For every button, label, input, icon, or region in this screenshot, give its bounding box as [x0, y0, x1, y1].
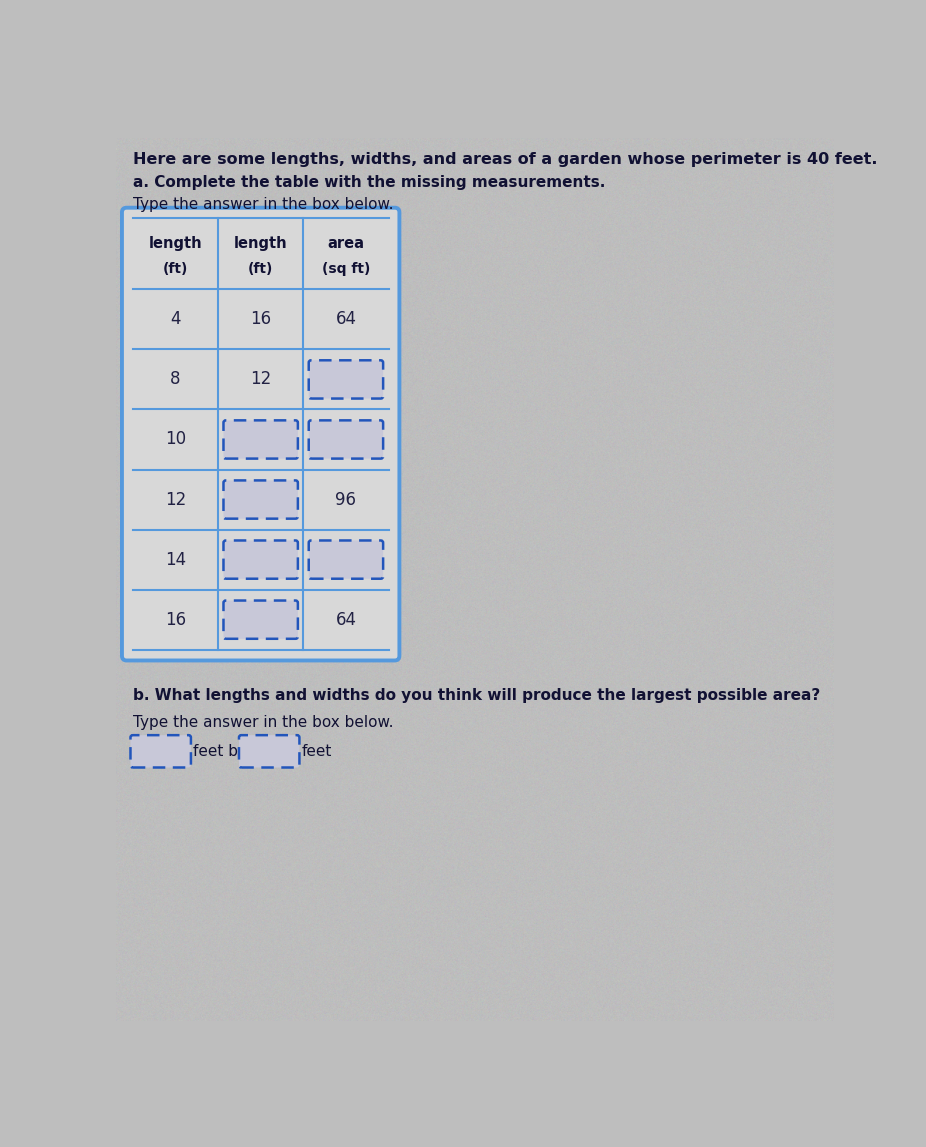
Text: (ft): (ft) [163, 263, 188, 276]
FancyBboxPatch shape [131, 735, 191, 767]
FancyBboxPatch shape [308, 540, 383, 579]
Text: 64: 64 [335, 311, 357, 328]
FancyBboxPatch shape [122, 208, 399, 661]
Text: 96: 96 [335, 491, 357, 508]
Text: 8: 8 [170, 370, 181, 389]
Text: 4: 4 [170, 311, 181, 328]
Text: 14: 14 [165, 551, 186, 569]
Text: 16: 16 [250, 311, 271, 328]
FancyBboxPatch shape [308, 360, 383, 398]
Text: (ft): (ft) [248, 263, 273, 276]
Text: 12: 12 [250, 370, 271, 389]
Text: length: length [148, 236, 202, 251]
Text: 16: 16 [165, 610, 186, 629]
Text: 64: 64 [335, 610, 357, 629]
Text: length: length [234, 236, 287, 251]
Text: Here are some lengths, widths, and areas of a garden whose perimeter is 40 feet.: Here are some lengths, widths, and areas… [132, 153, 877, 167]
Text: 12: 12 [165, 491, 186, 508]
Text: b. What lengths and widths do you think will produce the largest possible area?: b. What lengths and widths do you think … [132, 688, 820, 703]
FancyBboxPatch shape [223, 540, 298, 579]
Text: feet by: feet by [194, 744, 247, 759]
FancyBboxPatch shape [223, 601, 298, 639]
Text: Type the answer in the box below.: Type the answer in the box below. [132, 197, 394, 212]
Text: a. Complete the table with the missing measurements.: a. Complete the table with the missing m… [132, 175, 606, 190]
FancyBboxPatch shape [308, 420, 383, 459]
FancyBboxPatch shape [239, 735, 299, 767]
Text: feet: feet [302, 744, 332, 759]
Text: Type the answer in the box below.: Type the answer in the box below. [132, 715, 394, 731]
Text: area: area [328, 236, 365, 251]
Text: 10: 10 [165, 430, 186, 448]
FancyBboxPatch shape [223, 481, 298, 518]
FancyBboxPatch shape [223, 420, 298, 459]
Text: (sq ft): (sq ft) [321, 263, 370, 276]
